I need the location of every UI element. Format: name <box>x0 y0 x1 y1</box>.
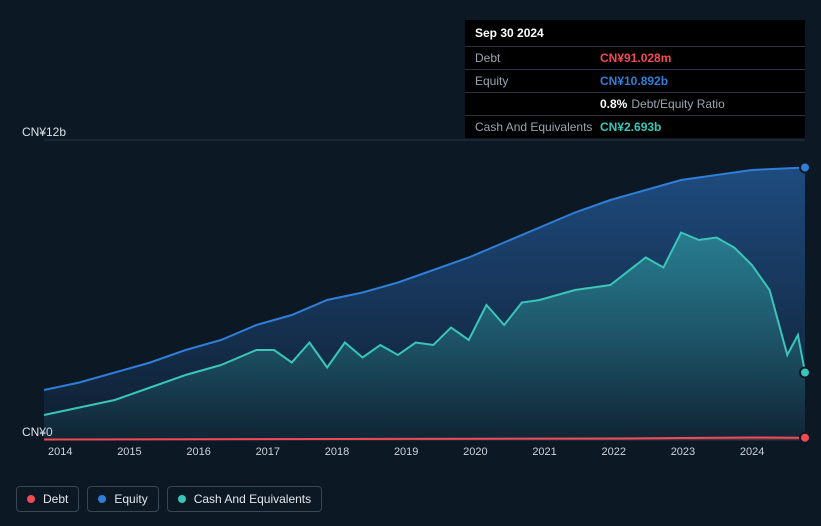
series-marker-cash <box>800 368 810 378</box>
x-axis-tick: 2022 <box>598 446 667 458</box>
tooltip-row-value: CN¥10.892b <box>600 74 795 88</box>
tooltip-row: EquityCN¥10.892b <box>465 70 805 93</box>
x-axis-tick: 2017 <box>252 446 321 458</box>
x-axis-tick: 2016 <box>182 446 251 458</box>
chart-tooltip: Sep 30 2024 DebtCN¥91.028mEquityCN¥10.89… <box>465 20 805 138</box>
tooltip-row: DebtCN¥91.028m <box>465 47 805 70</box>
legend-swatch-icon <box>178 495 186 503</box>
tooltip-row: Cash And EquivalentsCN¥2.693b <box>465 116 805 138</box>
legend-label: Debt <box>43 492 68 506</box>
x-axis-tick: 2018 <box>321 446 390 458</box>
tooltip-row-label <box>475 97 600 111</box>
tooltip-row-label: Debt <box>475 51 600 65</box>
legend-label: Equity <box>114 492 147 506</box>
legend-label: Cash And Equivalents <box>194 492 311 506</box>
tooltip-row-suffix: Debt/Equity Ratio <box>631 97 724 111</box>
x-axis-tick: 2021 <box>528 446 597 458</box>
series-marker-debt <box>800 433 810 443</box>
tooltip-row-value: CN¥2.693b <box>600 120 795 134</box>
chart-legend: Debt Equity Cash And Equivalents <box>16 486 322 512</box>
x-axis-tick: 2019 <box>390 446 459 458</box>
legend-item[interactable]: Cash And Equivalents <box>167 486 322 512</box>
tooltip-row-label: Cash And Equivalents <box>475 120 600 134</box>
x-axis-tick: 2020 <box>459 446 528 458</box>
legend-item[interactable]: Equity <box>87 486 158 512</box>
legend-swatch-icon <box>27 495 35 503</box>
tooltip-row-value: CN¥91.028m <box>600 51 795 65</box>
x-axis-tick: 2015 <box>113 446 182 458</box>
tooltip-row-value: 0.8%Debt/Equity Ratio <box>600 97 795 111</box>
tooltip-row: 0.8%Debt/Equity Ratio <box>465 93 805 116</box>
tooltip-date: Sep 30 2024 <box>465 20 805 47</box>
legend-swatch-icon <box>98 495 106 503</box>
y-axis-max-label: CN¥12b <box>22 125 66 139</box>
series-marker-equity <box>800 163 810 173</box>
x-axis-tick: 2024 <box>736 446 805 458</box>
x-axis: 2014201520162017201820192020202120222023… <box>44 446 805 458</box>
x-axis-tick: 2014 <box>44 446 113 458</box>
chart-plot <box>44 140 805 440</box>
legend-item[interactable]: Debt <box>16 486 79 512</box>
x-axis-tick: 2023 <box>667 446 736 458</box>
tooltip-row-label: Equity <box>475 74 600 88</box>
